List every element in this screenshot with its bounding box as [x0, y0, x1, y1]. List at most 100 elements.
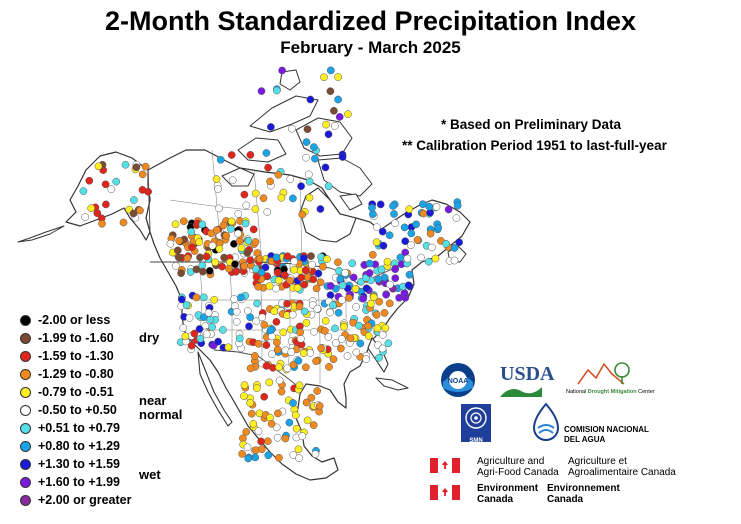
station-marker [434, 223, 443, 232]
station-marker [136, 206, 144, 215]
station-marker [278, 66, 286, 75]
legend-tag-wet: wet [139, 467, 161, 482]
station-marker [245, 322, 253, 331]
station-marker [251, 352, 259, 360]
station-marker [273, 338, 281, 347]
station-marker [240, 190, 249, 199]
state-province-border [211, 149, 221, 241]
station-marker [253, 299, 261, 308]
station-marker [253, 384, 261, 392]
station-marker [453, 201, 462, 210]
station-marker [306, 95, 315, 104]
station-marker [321, 317, 330, 325]
station-marker [391, 265, 399, 274]
smn-emblem-icon [465, 407, 487, 429]
station-marker [211, 258, 220, 267]
station-marker [199, 313, 208, 322]
ndmc-text-2: Drought Mitigation [587, 389, 637, 395]
map-subtitle: February - March 2025 [280, 38, 461, 57]
station-marker [179, 324, 188, 332]
legend-item: +2.00 or greater [20, 491, 131, 509]
station-marker [298, 432, 307, 440]
station-marker [349, 273, 358, 282]
station-marker [313, 304, 322, 313]
aafc-fr-1: Agriculture et [568, 456, 627, 467]
legend-label: -1.59 to -1.30 [38, 349, 114, 363]
station-marker [297, 182, 305, 191]
station-marker [199, 267, 207, 276]
station-marker [119, 218, 128, 227]
station-marker [378, 227, 387, 236]
station-marker [212, 226, 221, 234]
station-marker [275, 453, 283, 462]
station-marker [322, 120, 330, 129]
station-marker [196, 253, 204, 262]
state-province-border [317, 267, 321, 384]
station-marker [285, 418, 294, 427]
station-marker [400, 289, 409, 297]
station-marker [259, 194, 268, 203]
station-marker [199, 293, 208, 302]
station-marker [227, 217, 236, 226]
station-marker [230, 295, 238, 303]
station-marker [372, 311, 381, 319]
station-marker [380, 309, 389, 317]
station-marker [389, 202, 397, 210]
station-marker [187, 227, 196, 236]
station-marker [231, 267, 240, 276]
station-marker [277, 387, 286, 396]
station-marker [195, 325, 204, 333]
station-marker [338, 296, 346, 304]
legend-item: -2.00 or less [20, 311, 131, 329]
ec-fr-2: Canada [547, 494, 584, 505]
station-marker [298, 210, 307, 219]
legend-label: +2.00 or greater [38, 493, 132, 507]
station-marker [130, 196, 138, 204]
ndmc-logo: National Drought Mitigation Center [566, 360, 655, 396]
legend-swatch-icon [20, 332, 31, 344]
station-marker [283, 252, 292, 261]
station-marker [407, 241, 415, 249]
legend-swatch-icon [20, 422, 31, 434]
station-marker [291, 411, 300, 420]
station-marker [231, 260, 239, 269]
station-marker [424, 257, 433, 266]
station-marker [292, 424, 301, 433]
station-marker [295, 381, 304, 390]
preliminary-note: * Based on Preliminary Data [441, 117, 622, 132]
aafc-en-2: Agri-Food Canada [477, 467, 559, 478]
station-marker [364, 322, 372, 330]
station-marker [85, 176, 94, 185]
station-marker [293, 283, 302, 292]
legend-item: -1.59 to -1.30 [20, 347, 131, 365]
station-marker [323, 255, 331, 263]
station-marker [172, 262, 180, 270]
legend-tag-normal: normal [139, 407, 183, 422]
hudson-bay [299, 187, 357, 243]
station-marker [252, 317, 261, 326]
station-marker [407, 229, 416, 238]
station-marker [372, 238, 381, 246]
station-marker [324, 333, 333, 341]
legend-swatch-icon [20, 368, 31, 380]
station-marker [246, 399, 255, 407]
station-marker [265, 378, 274, 387]
legend-tag-near: near [139, 393, 167, 408]
station-marker [246, 313, 254, 322]
legend-label: -1.29 to -0.80 [38, 367, 114, 381]
station-marker [187, 341, 196, 350]
station-marker [304, 170, 313, 179]
station-marker [242, 428, 251, 436]
station-marker [385, 299, 394, 308]
station-marker [264, 451, 273, 460]
state-province-border [253, 169, 263, 263]
arctic-island [339, 193, 363, 211]
station-marker [273, 268, 282, 277]
station-marker [300, 307, 309, 316]
station-marker [314, 269, 323, 278]
station-marker [315, 402, 324, 410]
station-marker [345, 294, 353, 302]
station-marker [340, 322, 348, 331]
station-marker [232, 317, 241, 326]
station-marker [334, 95, 342, 104]
